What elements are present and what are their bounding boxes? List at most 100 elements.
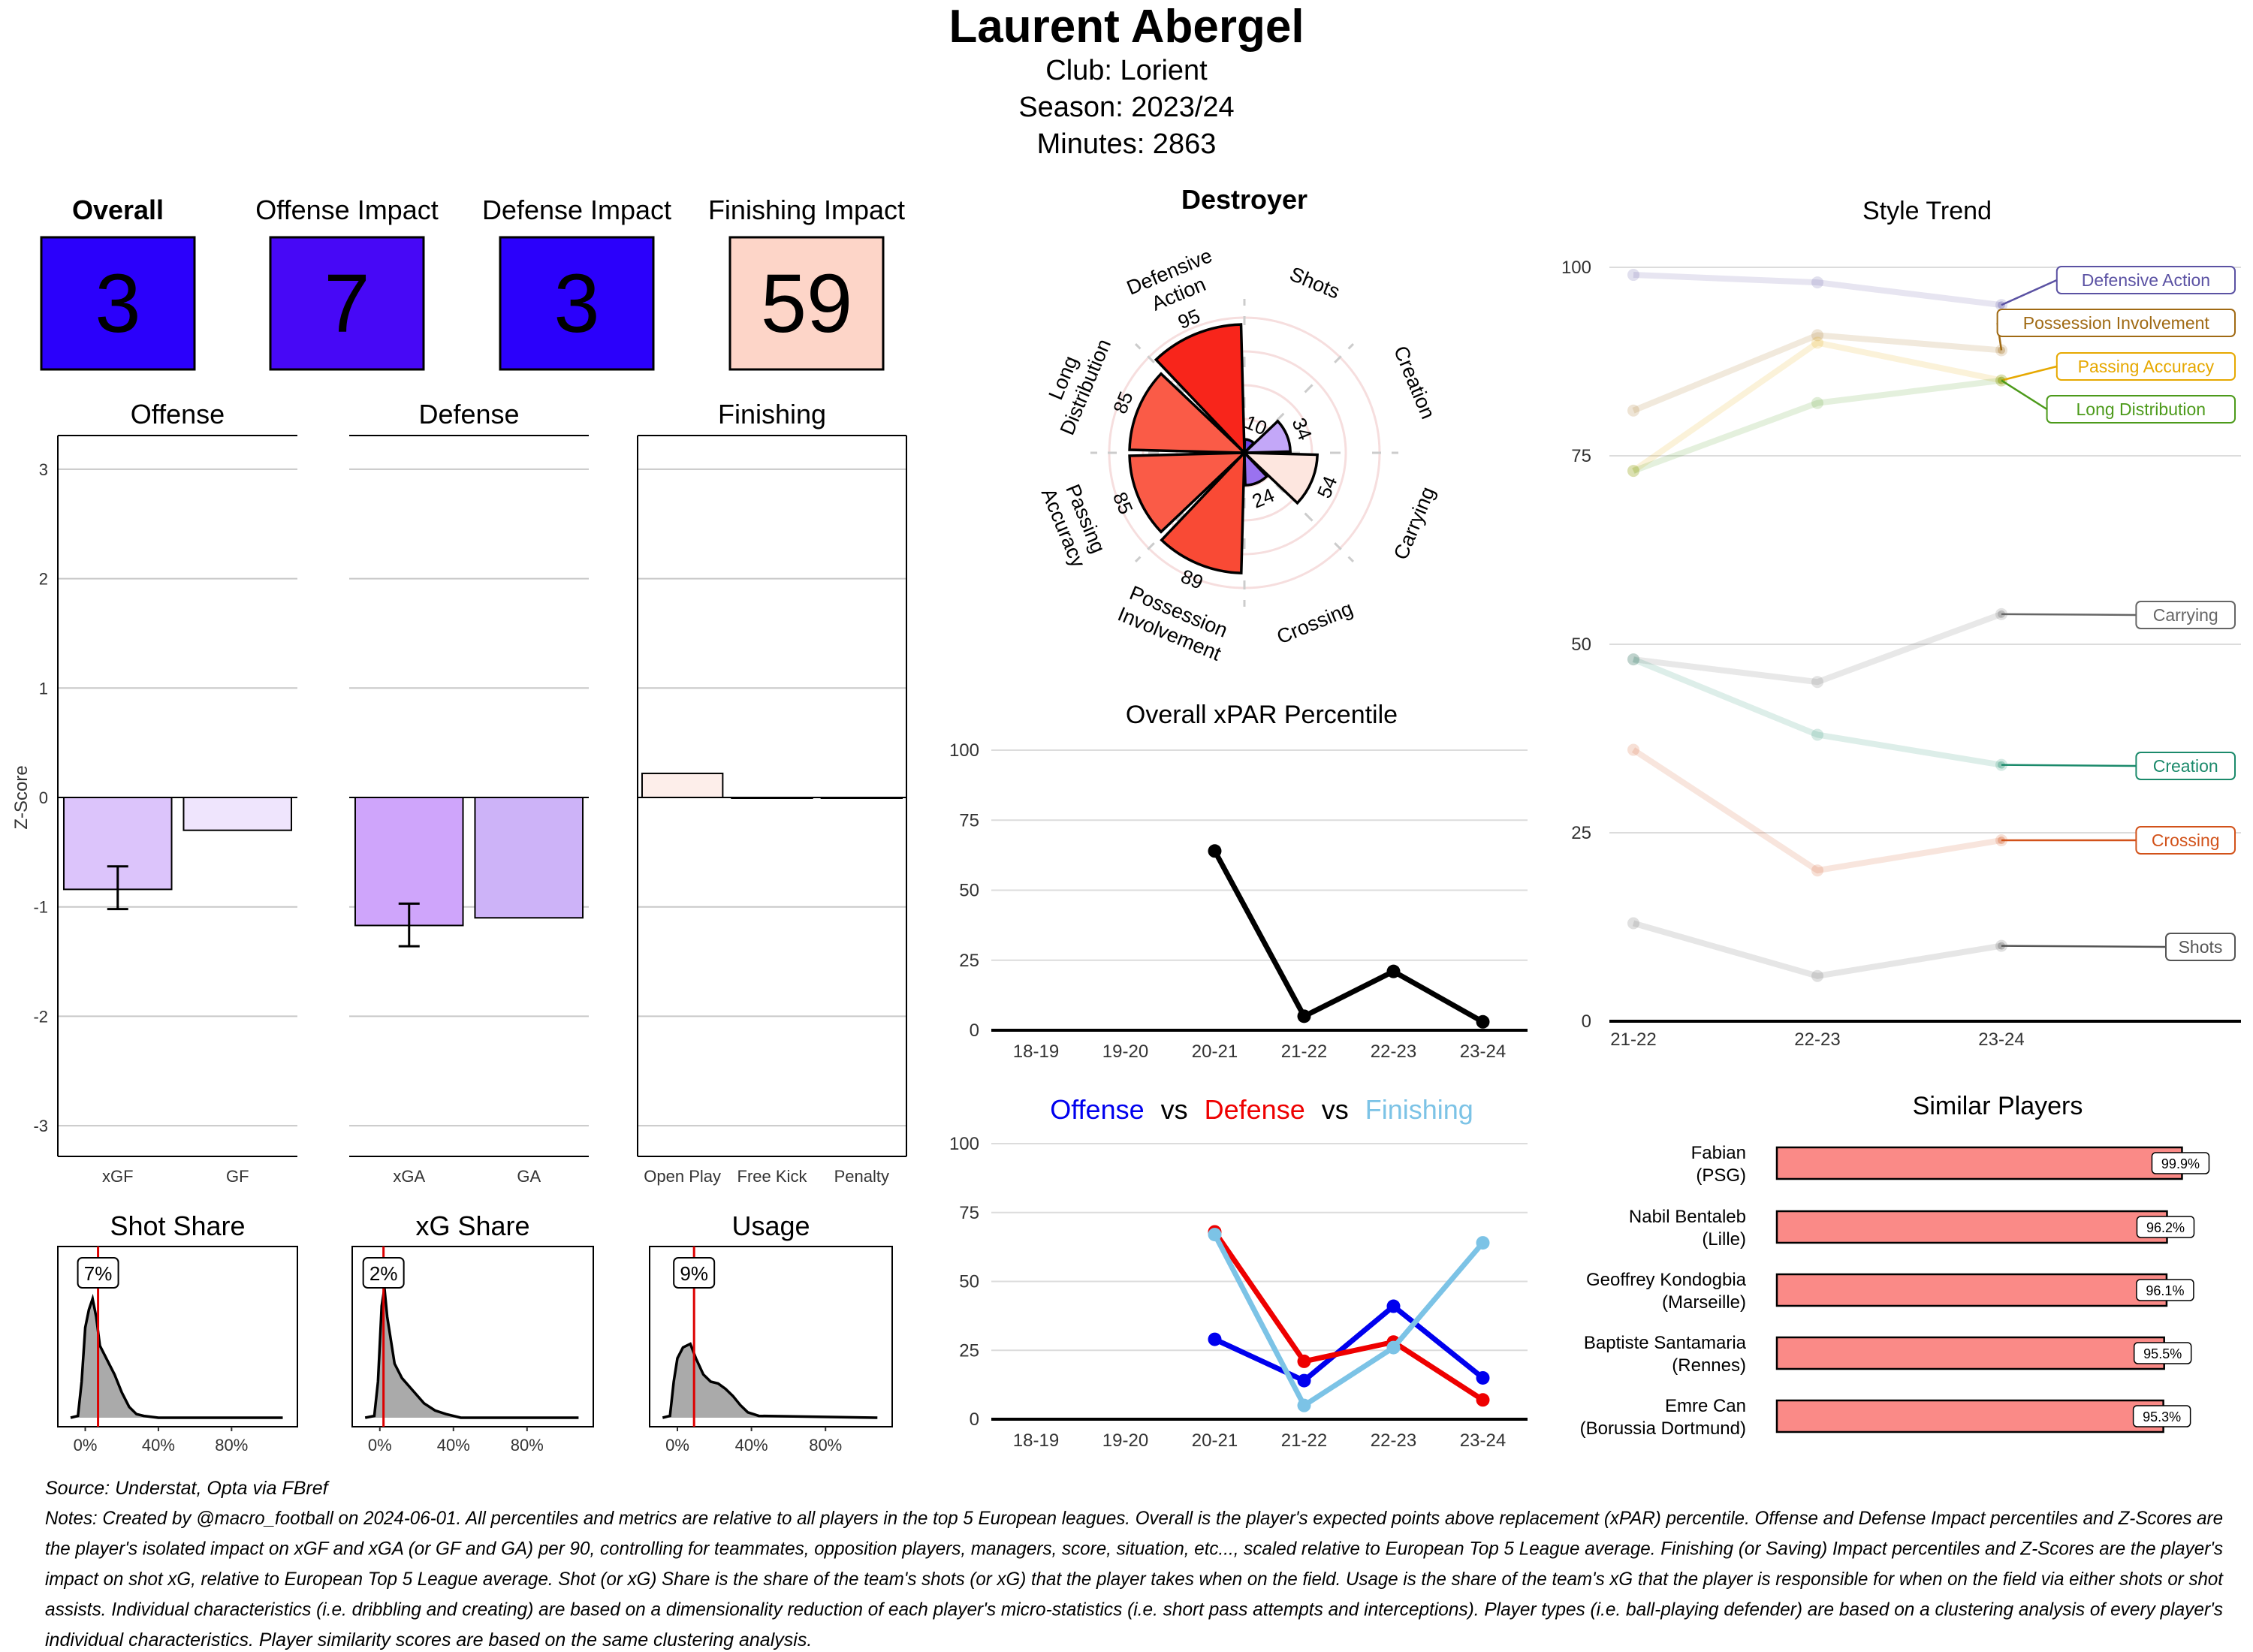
similarity-label-box bbox=[2136, 1279, 2194, 1301]
data-point bbox=[1476, 1236, 1490, 1250]
impact-box-fill bbox=[499, 236, 655, 371]
data-point bbox=[1811, 728, 1823, 741]
trend-label-box bbox=[2046, 395, 2236, 424]
value-label: 7% bbox=[84, 1262, 113, 1285]
impact-label: Defense Impact bbox=[482, 194, 671, 225]
style-trend-chart: Style Trend 100 75 50 25 0 21-22 22-23 23-24 Defe… bbox=[1561, 197, 2241, 1050]
player-club: (Marseille) bbox=[1662, 1292, 1746, 1313]
polar-category-label: Carrying bbox=[1389, 484, 1440, 563]
y-tick-label: 3 bbox=[39, 460, 48, 479]
player-club: (PSG) bbox=[1696, 1165, 1746, 1186]
title-part-vs: vs bbox=[1322, 1094, 1349, 1125]
data-point bbox=[1627, 404, 1639, 417]
player-club: (Lille) bbox=[1702, 1229, 1746, 1250]
x-tick-label: 18-19 bbox=[1013, 1042, 1059, 1062]
data-point bbox=[1386, 1340, 1401, 1355]
similarity-label: 95.5% bbox=[2143, 1346, 2182, 1361]
impact-label: Offense Impact bbox=[255, 194, 438, 225]
x-tick-label: 40% bbox=[735, 1436, 768, 1455]
polar-bar-long-distribution bbox=[1128, 372, 1248, 454]
panel-title: Shot Share bbox=[110, 1210, 245, 1241]
impact-box-fill bbox=[269, 236, 425, 371]
x-tick-label: 80% bbox=[511, 1436, 544, 1455]
x-tick-label: xGF bbox=[102, 1167, 134, 1186]
series-line-creation bbox=[1632, 656, 2002, 768]
panel-title: Offense bbox=[131, 399, 225, 430]
trend-label-leader bbox=[2001, 764, 2137, 767]
polar-category-label: Creation bbox=[1389, 342, 1440, 422]
y-tick-label: 25 bbox=[959, 951, 979, 971]
club-line: Club: Lorient bbox=[1045, 55, 1208, 86]
value-label-box bbox=[673, 1257, 716, 1289]
polar-title: Destroyer bbox=[1181, 184, 1307, 215]
minutes-line: Minutes: 2863 bbox=[1037, 128, 1217, 160]
player-name: Fabian bbox=[1691, 1143, 1746, 1163]
x-tick-label: 20-21 bbox=[1192, 1042, 1238, 1062]
impact-box-2: Defense Impact 3 bbox=[482, 194, 671, 371]
x-tick-label: Free Kick bbox=[737, 1167, 808, 1186]
similarity-bar bbox=[1775, 1273, 2168, 1307]
header: Laurent Abergel Club: Lorient Season: 20… bbox=[949, 1, 1304, 160]
polar-bar-passing-accuracy bbox=[1128, 451, 1248, 534]
y-tick-label: 75 bbox=[1571, 446, 1591, 466]
series-line-possession-involvement bbox=[1632, 332, 2002, 414]
y-tick-label: 50 bbox=[959, 1272, 979, 1292]
polar-bar-creation bbox=[1241, 419, 1292, 454]
data-point bbox=[1476, 1393, 1490, 1407]
polar-value-label: 89 bbox=[1178, 565, 1206, 594]
data-point bbox=[1297, 1398, 1311, 1412]
title-part-offense: Offense bbox=[1050, 1094, 1144, 1125]
value-label: 2% bbox=[369, 1262, 398, 1285]
x-tick-label: 22-23 bbox=[1371, 1430, 1416, 1451]
overall-xpar-chart: Overall xPAR Percentile 100 75 50 25 0 18-19 19… bbox=[949, 701, 1528, 1062]
series-line-long-distribution bbox=[1632, 377, 2002, 474]
title-part-defense: Defense bbox=[1205, 1094, 1305, 1125]
polar-gridline bbox=[1175, 384, 1313, 522]
similar-players-chart: Similar Players Fabian(PSG) 99.9% Nabil Ben… bbox=[1580, 1092, 2210, 1439]
trend-label-box bbox=[2135, 752, 2236, 780]
bar-gf bbox=[182, 797, 293, 831]
series-line bbox=[1212, 849, 1485, 1024]
series-line-defense bbox=[1212, 1230, 1485, 1403]
y-tick-label: -3 bbox=[33, 1117, 48, 1135]
polar-value-label: 85 bbox=[1108, 388, 1138, 417]
trend-label-leader bbox=[2001, 613, 2137, 616]
x-tick-label: 0% bbox=[74, 1436, 98, 1455]
series-line-finishing bbox=[1212, 1233, 1485, 1409]
data-point bbox=[1208, 1332, 1222, 1346]
y-tick-label: 1 bbox=[39, 679, 48, 698]
distribution-panel-xg-share: xG Share 2% 0% 40% 80% bbox=[351, 1210, 594, 1455]
panel-border bbox=[649, 1246, 893, 1427]
notes-line: individual characteristics. Player simil… bbox=[45, 1629, 812, 1650]
y-tick-label: 75 bbox=[959, 810, 979, 831]
zscore-panel-finishing: Finishing Open Play Free Kick Penalty bbox=[637, 399, 907, 1186]
y-tick-label: -1 bbox=[33, 898, 48, 917]
distribution-panel-usage: Usage 9% 0% 40% 80% bbox=[649, 1210, 893, 1455]
x-tick-label: 0% bbox=[665, 1436, 689, 1455]
series-line-defensive-action bbox=[1633, 272, 2002, 309]
trend-label-box bbox=[2135, 601, 2236, 629]
data-point bbox=[1627, 653, 1639, 666]
data-point bbox=[1386, 964, 1401, 978]
impact-label: Overall bbox=[72, 194, 164, 225]
player-name: Geoffrey Kondogbia bbox=[1586, 1270, 1747, 1290]
polar-value-label: 54 bbox=[1313, 473, 1342, 502]
y-tick-label: 2 bbox=[39, 570, 48, 589]
similarity-bar bbox=[1775, 1399, 2164, 1433]
impact-boxes: Overall 3 Offense Impact 7 Defense Impact 3 Fi… bbox=[40, 194, 905, 371]
impact-box-0: Overall 3 bbox=[40, 194, 196, 371]
data-point bbox=[1811, 276, 1823, 289]
series-line-passing-accuracy bbox=[1631, 339, 2002, 474]
data-point bbox=[1297, 1373, 1311, 1388]
similarity-label: 95.3% bbox=[2143, 1409, 2181, 1424]
trend-label-passing-accuracy: Passing Accuracy bbox=[2078, 357, 2215, 376]
y-tick-label: 50 bbox=[1571, 635, 1591, 655]
y-tick-label: -2 bbox=[33, 1007, 48, 1026]
y-tick-label: 100 bbox=[1561, 258, 1591, 278]
impact-value: 7 bbox=[324, 258, 369, 350]
chart-title: Style Trend bbox=[1862, 197, 1992, 225]
data-point bbox=[1811, 676, 1823, 689]
x-tick-label: 18-19 bbox=[1013, 1430, 1059, 1451]
x-tick-label: 21-22 bbox=[1281, 1042, 1327, 1062]
